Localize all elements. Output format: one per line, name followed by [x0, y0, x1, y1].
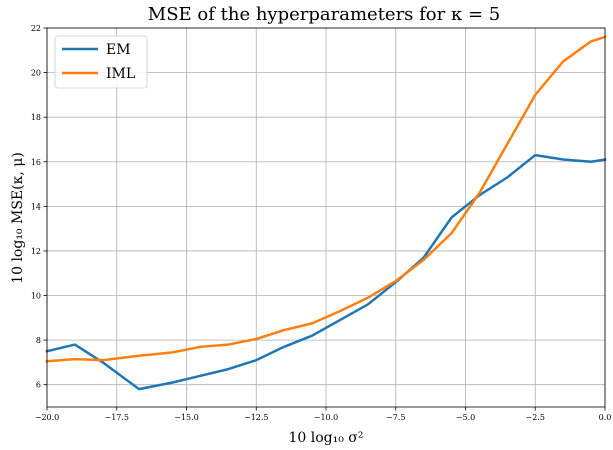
y-tick-label: 6: [36, 381, 41, 390]
x-tick-label: −12.5: [244, 413, 269, 422]
legend-label-em: EM: [106, 42, 131, 58]
legend-label-iml: IML: [106, 66, 135, 82]
y-tick-label: 8: [36, 336, 41, 345]
y-axis-label: 10 log₁₀ MSE(κ, μ): [10, 152, 26, 284]
x-tick-label: −15.0: [174, 413, 199, 422]
x-tick-label: −5.0: [456, 413, 475, 422]
x-tick-label: −20.0: [35, 413, 60, 422]
x-axis-label: 10 log₁₀ σ²: [289, 430, 364, 446]
series-line-iml: [45, 35, 607, 363]
y-tick-label: 22: [31, 24, 41, 33]
tick-layer: −20.0 −17.5 −15.0 −12.5 −10.0 −7.5 −5.0 −2.5 0.0…: [31, 24, 612, 422]
y-tick-label: 16: [31, 158, 41, 167]
x-tick-label: 0.0: [599, 413, 612, 422]
y-tick-label: 10: [31, 292, 41, 301]
series-layer: [45, 35, 607, 391]
legend: EM IML: [54, 35, 148, 89]
x-tick-label: −7.5: [386, 413, 405, 422]
y-tick-label: 18: [31, 113, 41, 122]
chart-title: MSE of the hyperparameters for κ = 5: [148, 4, 500, 25]
series-line-em: [45, 153, 607, 391]
x-tick-label: −17.5: [104, 413, 129, 422]
x-tick-label: −2.5: [526, 413, 545, 422]
y-tick-label: 20: [31, 69, 41, 78]
y-tick-label: 12: [31, 247, 41, 256]
y-tick-label: 14: [31, 202, 41, 211]
x-tick-label: −10.0: [314, 413, 339, 422]
